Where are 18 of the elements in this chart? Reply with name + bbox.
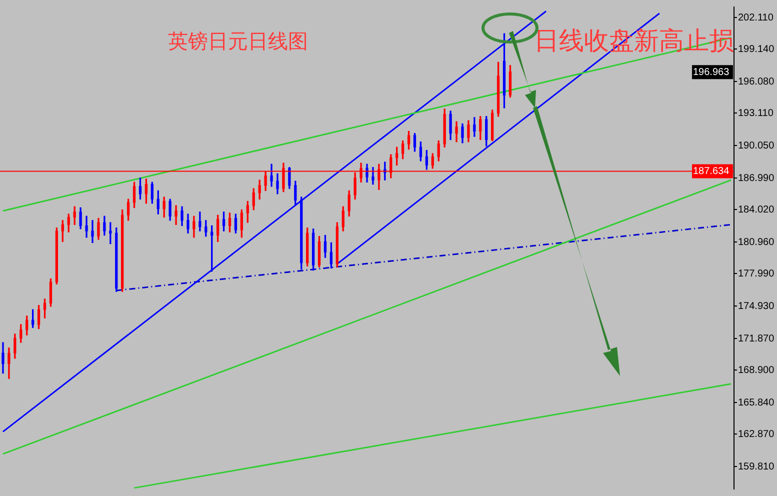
annotation: 196.963 <box>693 66 730 78</box>
y-tick-label: 165.840 <box>738 397 775 408</box>
y-tick-label: 168.900 <box>738 364 775 376</box>
y-tick-label: 202.110 <box>738 12 774 24</box>
y-tick-label: 171.870 <box>738 333 775 344</box>
y-tick-label: 193.110 <box>738 108 774 119</box>
y-tick-label: 174.930 <box>738 300 775 312</box>
y-tick-label: 162.870 <box>738 428 775 440</box>
text: 英镑日元日线图 <box>168 28 308 55</box>
y-tick-label: 159.810 <box>738 461 775 472</box>
y-tick-label: 196.080 <box>738 76 775 88</box>
y-tick-label: 186.990 <box>738 172 775 184</box>
y-tick-label: 199.140 <box>738 44 775 55</box>
y-tick-label: 184.020 <box>738 204 775 216</box>
y-tick-label: 177.990 <box>738 268 775 280</box>
y-tick-label: 180.960 <box>738 236 775 248</box>
ref-line-label: 187.634 <box>693 166 730 177</box>
y-tick-label: 190.050 <box>738 140 775 152</box>
